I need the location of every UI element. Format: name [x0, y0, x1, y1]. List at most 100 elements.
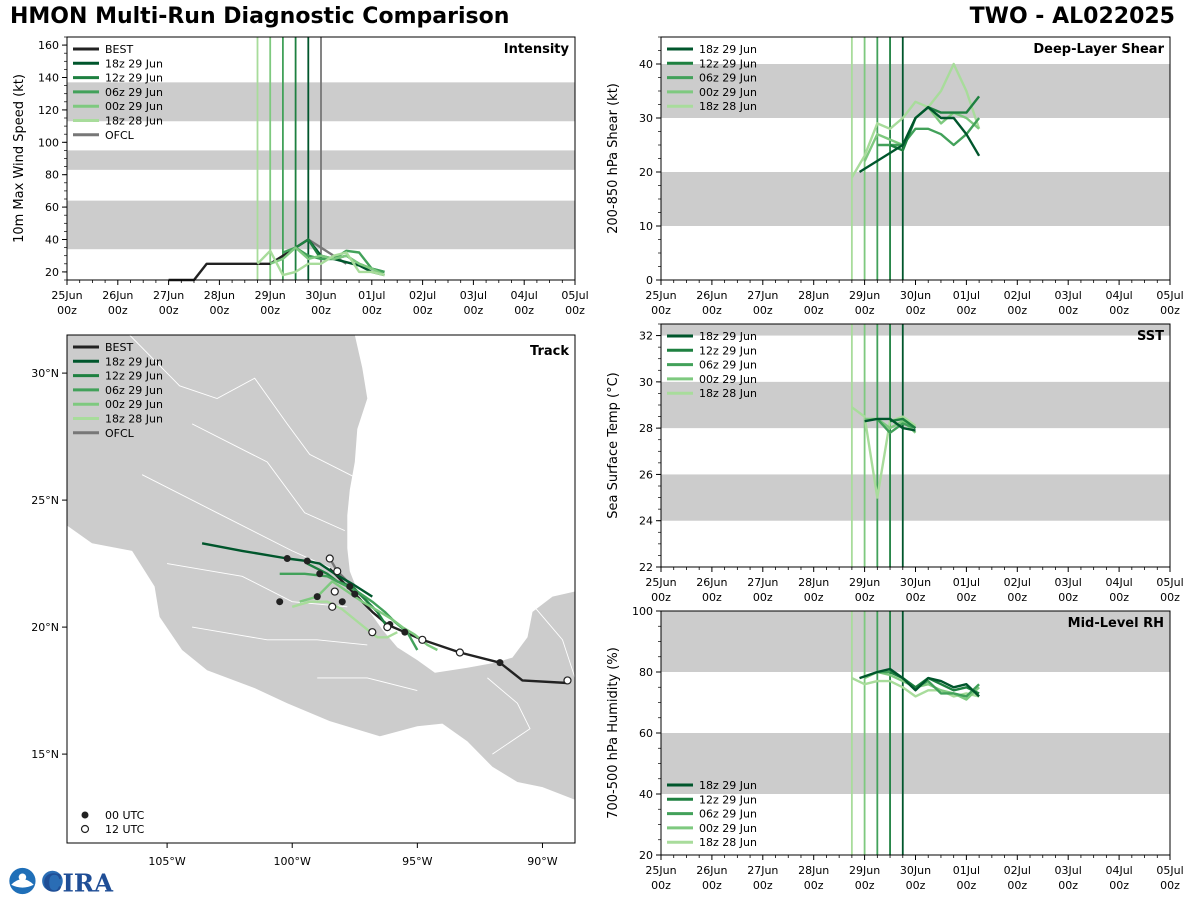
y-tick-label: 100	[38, 136, 59, 149]
x-tick-sub: 00z	[804, 591, 824, 604]
rh-panel: 20 40 60 80 100 25Jun 00z 26Jun 00z 27Jun 00z 28Jun…	[606, 605, 1184, 892]
legend-label: 06z 29 Jun	[105, 86, 163, 99]
x-tick-sub: 00z	[906, 591, 926, 604]
panel-title: SST	[1137, 329, 1164, 344]
y-tick-label: 60	[639, 727, 653, 740]
best-12utc-marker	[325, 554, 334, 563]
x-tick-label: 25Jun	[645, 289, 676, 302]
x-tick-label: 01Jul	[358, 289, 385, 302]
legend-label: 06z 29 Jun	[699, 808, 757, 821]
best-12utc-marker	[563, 676, 572, 685]
y-tick-label: 20	[639, 166, 653, 179]
series-line	[269, 246, 386, 277]
x-tick-sub: 00z	[855, 304, 875, 317]
legend-label: 06z 29 Jun	[105, 384, 163, 397]
y-tick-label: 26	[639, 468, 653, 481]
x-tick-sub: 00z	[753, 591, 773, 604]
best-12utc-marker	[418, 635, 427, 644]
lon-tick-label: 95°W	[402, 855, 432, 868]
state-border	[192, 626, 368, 646]
legend-label: 12z 29 Jun	[699, 344, 757, 357]
legend-label: BEST	[105, 43, 133, 56]
x-tick-sub: 00z	[1109, 591, 1129, 604]
y-axis-label: 10m Max Wind Speed (kt)	[12, 74, 27, 243]
x-tick-label: 05Jul	[1156, 289, 1183, 302]
x-tick-sub: 00z	[957, 879, 977, 892]
threshold-band	[661, 324, 1170, 336]
legend-label: OFCL	[105, 427, 135, 440]
threshold-band	[661, 474, 1170, 521]
x-tick-sub: 00z	[957, 591, 977, 604]
x-tick-label: 26Jun	[696, 576, 727, 589]
x-tick-sub: 00z	[906, 304, 926, 317]
best-00utc-marker	[496, 659, 504, 667]
legend-label: 00z 29 Jun	[699, 86, 757, 99]
y-tick-label: 120	[38, 104, 59, 117]
legend-label: 18z 29 Jun	[699, 330, 757, 343]
x-tick-label: 01Jul	[953, 289, 980, 302]
x-tick-label: 04Jul	[1105, 864, 1132, 877]
x-tick-label: 03Jul	[1055, 289, 1082, 302]
x-tick-sub: 00z	[702, 591, 722, 604]
legend-label: 12z 29 Jun	[699, 793, 757, 806]
x-tick-label: 05Jul	[561, 289, 588, 302]
x-tick-sub: 00z	[1160, 879, 1180, 892]
best-00utc-marker	[283, 555, 291, 563]
y-tick-label: 28	[639, 422, 653, 435]
legend-label: 06z 29 Jun	[699, 72, 757, 85]
legend-label: 06z 29 Jun	[699, 359, 757, 372]
x-tick-sub: 00z	[311, 304, 331, 317]
state-border	[317, 677, 418, 692]
x-tick-label: 30Jun	[900, 289, 931, 302]
x-tick-label: 28Jun	[798, 576, 829, 589]
y-tick-label: 160	[38, 39, 59, 52]
x-tick-label: 26Jun	[696, 864, 727, 877]
x-tick-sub: 00z	[651, 304, 671, 317]
globe-icon	[42, 870, 63, 892]
state-border	[167, 563, 348, 608]
x-tick-sub: 00z	[753, 879, 773, 892]
x-tick-sub: 00z	[159, 304, 179, 317]
x-tick-sub: 00z	[1160, 304, 1180, 317]
x-tick-sub: 00z	[108, 304, 128, 317]
x-tick-sub: 00z	[1058, 304, 1078, 317]
track-line	[201, 542, 373, 598]
marker-legend-label: 12 UTC	[105, 823, 145, 836]
lat-tick-label: 25°N	[31, 494, 59, 507]
track-line	[291, 600, 398, 639]
lat-tick-label: 15°N	[31, 748, 59, 761]
y-tick-label: 0	[646, 274, 653, 287]
x-tick-label: 05Jul	[1156, 864, 1183, 877]
y-axis-label: 200-850 hPa Shear (kt)	[606, 83, 621, 234]
state-border	[487, 677, 531, 755]
x-tick-sub: 00z	[210, 304, 230, 317]
x-tick-label: 27Jun	[747, 289, 778, 302]
x-tick-sub: 00z	[651, 879, 671, 892]
x-tick-label: 27Jun	[747, 864, 778, 877]
x-tick-label: 27Jun	[153, 289, 184, 302]
threshold-band	[661, 172, 1170, 226]
best-12utc-marker	[383, 622, 392, 632]
legend-label: OFCL	[105, 129, 135, 142]
lat-tick-label: 20°N	[31, 621, 59, 634]
x-tick-label: 29Jun	[849, 576, 880, 589]
x-tick-sub: 00z	[855, 591, 875, 604]
y-tick-label: 20	[45, 266, 59, 279]
x-tick-sub: 00z	[1109, 304, 1129, 317]
x-tick-sub: 00z	[1007, 304, 1027, 317]
x-tick-label: 25Jun	[645, 864, 676, 877]
best-00utc-marker	[303, 557, 311, 565]
marker-legend-00utc	[81, 811, 89, 819]
y-tick-label: 10	[639, 220, 653, 233]
x-tick-label: 28Jun	[798, 864, 829, 877]
x-tick-sub: 00z	[1007, 591, 1027, 604]
legend-label: 00z 29 Jun	[105, 100, 163, 113]
logo-text: CIRA	[43, 868, 114, 896]
panel-title: Mid-Level RH	[1068, 616, 1164, 631]
y-tick-label: 30	[639, 112, 653, 125]
state-border	[129, 335, 356, 478]
series-line	[858, 105, 981, 174]
y-tick-label: 100	[632, 605, 653, 618]
y-axis-label: Sea Surface Temp (°C)	[606, 372, 621, 519]
x-tick-label: 29Jun	[849, 289, 880, 302]
